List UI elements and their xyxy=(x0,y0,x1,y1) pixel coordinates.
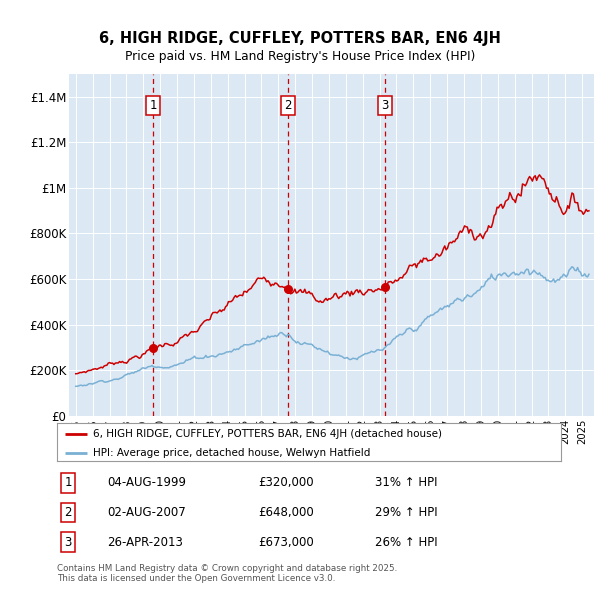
Text: Contains HM Land Registry data © Crown copyright and database right 2025.
This d: Contains HM Land Registry data © Crown c… xyxy=(57,564,397,583)
Text: 6, HIGH RIDGE, CUFFLEY, POTTERS BAR, EN6 4JH (detached house): 6, HIGH RIDGE, CUFFLEY, POTTERS BAR, EN6… xyxy=(93,429,442,439)
Text: 1: 1 xyxy=(64,476,72,489)
Text: £320,000: £320,000 xyxy=(259,476,314,489)
Text: 04-AUG-1999: 04-AUG-1999 xyxy=(107,476,187,489)
Text: 29% ↑ HPI: 29% ↑ HPI xyxy=(374,506,437,519)
Text: 3: 3 xyxy=(64,536,72,549)
Text: 26-APR-2013: 26-APR-2013 xyxy=(107,536,183,549)
Text: 26% ↑ HPI: 26% ↑ HPI xyxy=(374,536,437,549)
Text: 3: 3 xyxy=(382,99,389,112)
Text: Price paid vs. HM Land Registry's House Price Index (HPI): Price paid vs. HM Land Registry's House … xyxy=(125,50,475,63)
Text: HPI: Average price, detached house, Welwyn Hatfield: HPI: Average price, detached house, Welw… xyxy=(93,448,371,458)
Text: 2: 2 xyxy=(64,506,72,519)
Text: 02-AUG-2007: 02-AUG-2007 xyxy=(107,506,186,519)
Text: 2: 2 xyxy=(284,99,292,112)
Text: £648,000: £648,000 xyxy=(259,506,314,519)
Text: 1: 1 xyxy=(149,99,157,112)
Text: 31% ↑ HPI: 31% ↑ HPI xyxy=(374,476,437,489)
Text: £673,000: £673,000 xyxy=(259,536,314,549)
Text: 6, HIGH RIDGE, CUFFLEY, POTTERS BAR, EN6 4JH: 6, HIGH RIDGE, CUFFLEY, POTTERS BAR, EN6… xyxy=(99,31,501,46)
